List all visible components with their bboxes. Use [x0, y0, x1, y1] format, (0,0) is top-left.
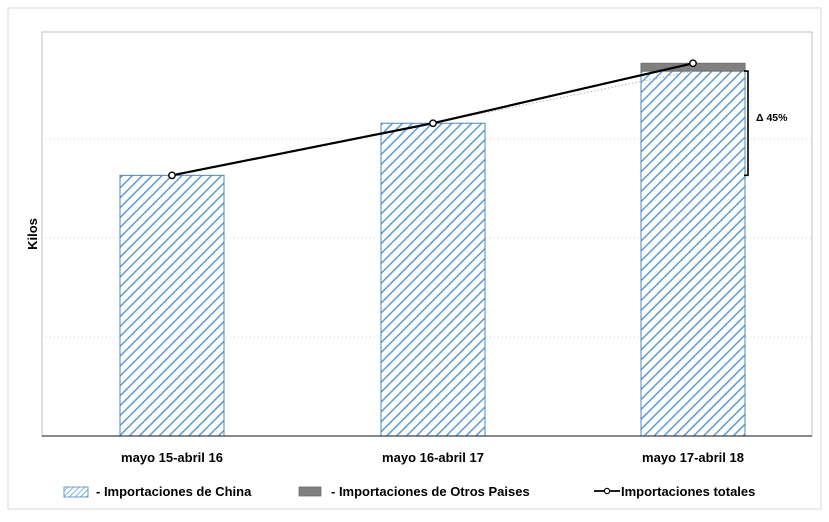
legend-swatch-total-marker	[603, 487, 611, 495]
x-tick-labels: mayo 15-abril 16 mayo 16-abril 17 mayo 17-…	[121, 450, 744, 465]
legend-label-china: - Importaciones de China	[96, 484, 252, 499]
total-line	[168, 59, 697, 180]
x-tick-label-2: mayo 17-abril 18	[642, 450, 744, 465]
legend-swatch-china	[63, 486, 89, 498]
total-point-2	[689, 59, 697, 68]
legend-label-total: Importaciones totales	[621, 484, 755, 499]
legend: - Importaciones de China - Importaciones …	[63, 484, 755, 499]
bar-china-0	[119, 174, 225, 437]
y-axis-label: Kilos	[25, 218, 40, 250]
bar-china-2	[640, 70, 746, 437]
total-point-0	[168, 171, 176, 180]
bars	[119, 62, 746, 437]
delta-label: Δ 45%	[756, 112, 788, 124]
delta-bracket	[744, 70, 749, 177]
x-tick-label-1: mayo 16-abril 17	[382, 450, 484, 465]
legend-swatch-otros	[298, 486, 322, 497]
x-tick-label-0: mayo 15-abril 16	[121, 450, 223, 465]
delta-annotation: Δ 45%	[744, 70, 788, 177]
bar-china-1	[380, 122, 486, 437]
legend-label-otros: - Importaciones de Otros Paises	[331, 484, 530, 499]
total-point-1	[429, 119, 437, 128]
